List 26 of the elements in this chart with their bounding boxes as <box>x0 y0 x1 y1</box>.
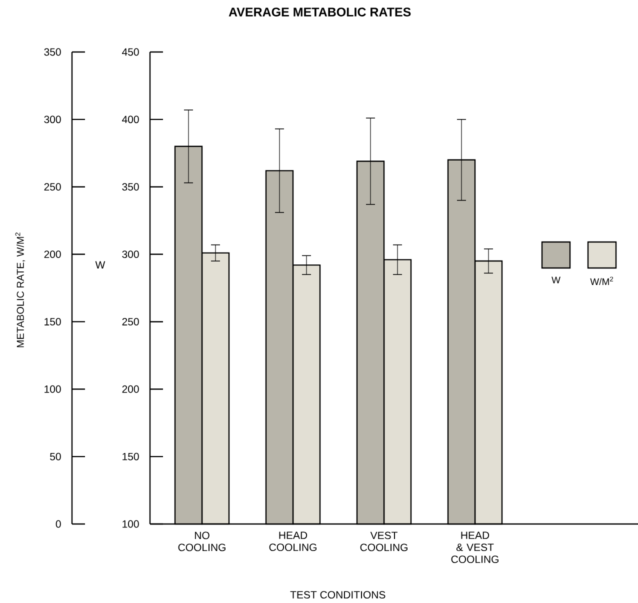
y2-tick-label: 200 <box>122 385 139 393</box>
y-tick-label: 0 <box>56 520 61 528</box>
y-tick-label: 100 <box>44 385 61 393</box>
text: W/M$^{2}$ <box>590 276 614 286</box>
x-tick-label: HEAD & VEST COOLING <box>451 532 498 564</box>
x-axis-title: TEST CONDITIONS <box>290 591 386 599</box>
y2-tick-label: 250 <box>122 318 139 326</box>
y-axis-title: METABOLIC RATE, W/M$^{2}$ <box>15 232 26 348</box>
x-tick-label: VEST COOLING <box>360 532 408 552</box>
y-tick-label: 350 <box>44 48 61 56</box>
y2-axis-title: W <box>95 261 106 268</box>
chart-title: AVERAGE METABOLIC RATES <box>228 8 411 16</box>
y-tick-label: 200 <box>44 250 61 258</box>
y-tick-label: 250 <box>44 183 61 191</box>
y2-tick-label: 300 <box>122 250 139 258</box>
y2-tick-label: 150 <box>122 452 139 460</box>
y-tick-label: 50 <box>50 452 61 460</box>
y2-tick-label: 100 <box>122 520 139 528</box>
y2-tick-label: 350 <box>122 183 139 191</box>
y-tick-label: 300 <box>44 116 61 124</box>
y2-tick-label: 450 <box>122 48 139 56</box>
x-tick-label: HEAD COOLING <box>269 532 316 552</box>
y-tick-label: 150 <box>44 318 61 326</box>
text: W <box>552 276 560 284</box>
x-tick-label: NO COOLING <box>178 532 226 552</box>
y2-tick-label: 400 <box>122 116 139 124</box>
